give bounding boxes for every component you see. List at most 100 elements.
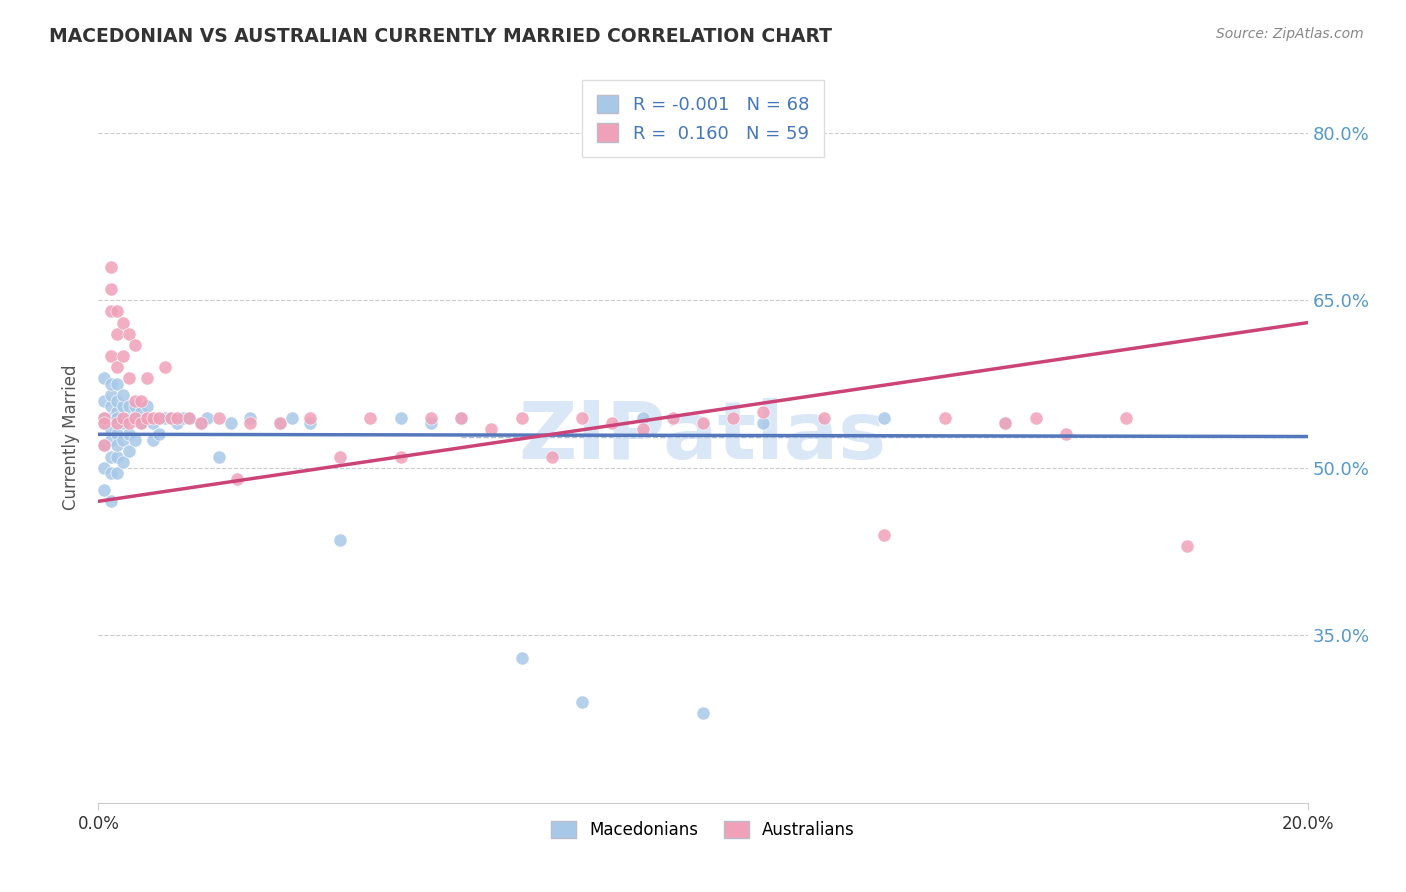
Point — [124, 410, 146, 425]
Point — [299, 416, 322, 430]
Point — [813, 410, 835, 425]
Point — [111, 349, 134, 363]
Point — [166, 410, 188, 425]
Point — [111, 316, 134, 330]
Point — [124, 400, 146, 414]
Point — [118, 326, 141, 341]
Point — [100, 377, 122, 392]
Point — [124, 393, 146, 408]
Point — [93, 393, 115, 408]
Point — [692, 706, 714, 721]
Point — [142, 433, 165, 447]
Point — [124, 338, 146, 352]
Point — [100, 260, 122, 274]
Point — [135, 410, 157, 425]
Point — [420, 410, 443, 425]
Point — [93, 438, 115, 452]
Point — [105, 393, 128, 408]
Point — [100, 410, 122, 425]
Point — [661, 410, 683, 425]
Point — [602, 416, 624, 430]
Point — [118, 400, 141, 414]
Point — [166, 416, 188, 430]
Point — [389, 410, 412, 425]
Point — [111, 400, 134, 414]
Point — [135, 410, 157, 425]
Point — [100, 467, 122, 481]
Point — [118, 416, 141, 430]
Point — [124, 410, 146, 425]
Point — [129, 405, 152, 419]
Point — [450, 410, 472, 425]
Point — [93, 460, 115, 475]
Point — [105, 326, 128, 341]
Point — [105, 427, 128, 442]
Point — [100, 282, 122, 296]
Point — [100, 422, 122, 436]
Point — [135, 400, 157, 414]
Point — [752, 405, 775, 419]
Point — [105, 304, 128, 318]
Point — [118, 410, 141, 425]
Point — [93, 483, 115, 497]
Point — [118, 427, 141, 442]
Point — [105, 410, 128, 425]
Point — [93, 410, 115, 425]
Point — [129, 416, 152, 430]
Point — [93, 438, 115, 452]
Point — [1115, 410, 1137, 425]
Point — [269, 416, 291, 430]
Point — [226, 472, 249, 486]
Point — [100, 349, 122, 363]
Point — [148, 410, 170, 425]
Point — [752, 416, 775, 430]
Point — [105, 405, 128, 419]
Point — [129, 393, 152, 408]
Point — [93, 416, 115, 430]
Point — [329, 450, 352, 464]
Point — [93, 371, 115, 385]
Point — [208, 450, 231, 464]
Point — [111, 388, 134, 402]
Point — [195, 410, 218, 425]
Point — [1175, 539, 1198, 553]
Point — [1024, 410, 1046, 425]
Point — [105, 450, 128, 464]
Point — [93, 416, 115, 430]
Point — [221, 416, 243, 430]
Point — [571, 695, 593, 709]
Point — [540, 450, 562, 464]
Point — [190, 416, 212, 430]
Point — [873, 410, 896, 425]
Point — [118, 371, 141, 385]
Point — [111, 410, 134, 425]
Point — [93, 410, 115, 425]
Point — [179, 410, 201, 425]
Point — [420, 416, 443, 430]
Point — [190, 416, 212, 430]
Text: Source: ZipAtlas.com: Source: ZipAtlas.com — [1216, 27, 1364, 41]
Point — [142, 416, 165, 430]
Point — [100, 304, 122, 318]
Point — [994, 416, 1017, 430]
Text: ZIPatlas: ZIPatlas — [519, 398, 887, 476]
Y-axis label: Currently Married: Currently Married — [62, 364, 80, 510]
Point — [208, 410, 231, 425]
Point — [111, 455, 134, 469]
Point — [994, 416, 1017, 430]
Point — [100, 400, 122, 414]
Point — [934, 410, 956, 425]
Point — [329, 533, 352, 548]
Point — [148, 427, 170, 442]
Point — [631, 422, 654, 436]
Point — [450, 410, 472, 425]
Point — [100, 494, 122, 508]
Text: MACEDONIAN VS AUSTRALIAN CURRENTLY MARRIED CORRELATION CHART: MACEDONIAN VS AUSTRALIAN CURRENTLY MARRI… — [49, 27, 832, 45]
Point — [1054, 427, 1077, 442]
Point — [135, 371, 157, 385]
Point — [160, 410, 183, 425]
Point — [148, 410, 170, 425]
Point — [100, 388, 122, 402]
Point — [111, 416, 134, 430]
Point — [124, 433, 146, 447]
